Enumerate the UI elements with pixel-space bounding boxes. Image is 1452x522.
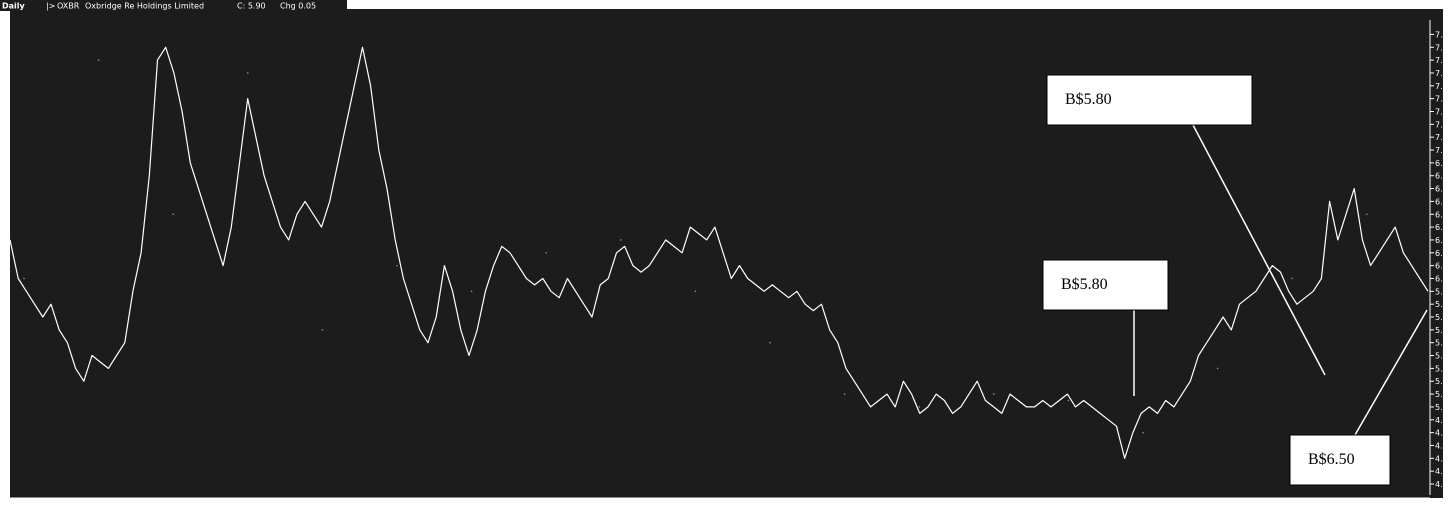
price-point [247,72,249,74]
y-tick-label: 6.30 [1435,236,1452,245]
price-point [1291,277,1293,280]
y-tick-label: 4.50 [1435,467,1452,476]
price-point [694,290,697,293]
y-tick-label: 7.20 [1435,120,1452,129]
y-tick-label: 5.50 [1435,339,1452,348]
y-tick-label: 6.90 [1435,159,1452,168]
y-tick-label: 4.90 [1435,416,1452,425]
y-tick-label: 7.50 [1435,82,1452,91]
y-tick-label: 4.70 [1435,441,1452,450]
y-tick-label: 6.80 [1435,172,1452,181]
price-point [545,251,547,254]
price-point [470,290,473,293]
y-tick-label: 7.90 [1435,30,1452,39]
x-tick-label: 01/14/15 [302,505,342,515]
y-tick-label: 5.30 [1435,364,1452,373]
header-period: Daily [2,2,26,11]
price-point [1067,399,1070,402]
price-point [1216,367,1219,370]
callout-label: B$5.80 [1065,91,1112,108]
y-tick-label: 6.40 [1435,223,1452,232]
price-point [396,264,398,267]
price-point [321,329,324,331]
y-tick-label: 5.60 [1435,326,1452,335]
callout-leader-line [1354,309,1428,436]
series-layer [9,46,1429,459]
price-point [843,393,846,395]
y-tick-label: 4.60 [1435,454,1452,463]
y-tick-label: 5.20 [1435,377,1452,386]
price-point [1366,213,1368,216]
x-tick-label: 03/12/15 [377,505,417,515]
x-tick-label: 10/06/16 [1123,505,1164,515]
y-tick-label: 5.10 [1435,390,1452,399]
y-tick-label: 6.10 [1435,262,1452,271]
callout-layer: B$5.80 B$5.80 B$6.50 [1042,74,1428,486]
y-tick-label: 7.10 [1435,133,1452,142]
x-tick-label: 09/01/15 [601,505,641,515]
x-tick-label: 06/14/16 [974,505,1015,515]
callout-box [1046,74,1253,126]
callout-label: B$6.50 [1308,451,1355,468]
header-bar [0,0,347,11]
y-tick-label: 5.00 [1435,403,1452,412]
x-tick-label: 01/30/17 [1272,505,1312,515]
y-tick-label: 6.00 [1435,274,1452,283]
y-tick-label: 6.50 [1435,210,1452,219]
price-point [1142,431,1144,434]
y-tick-label: 6.20 [1435,249,1452,258]
y-tick-label: 5.70 [1435,313,1452,322]
y-tick-label: 4.80 [1435,429,1452,438]
y-tick-label: 7.70 [1435,56,1452,65]
callout-label: B$5.80 [1061,276,1108,293]
x-tick-label: 05/29/14 [4,505,45,515]
price-point [620,239,622,241]
header-symbol: OXBR [57,2,80,11]
price-series-line [9,46,1429,459]
y-tick-label: 6.70 [1435,185,1452,194]
x-tick-label: 03/28/17 [1347,505,1387,515]
y-tick-label: 7.60 [1435,69,1452,78]
x-tick-label: 07/06/15 [526,505,566,515]
x-tick-label: 10/28/15 [675,505,715,515]
x-tick-label: 07/25/14 [78,505,119,515]
y-tick-label: 5.90 [1435,287,1452,296]
price-point [918,406,920,408]
x-tick-label: 08/10/16 [1048,505,1089,515]
y-axis-ticks: 4.40 4.50 4.60 4.70 4.80 4.90 5.00 5.10 5.20 5.30… [1430,30,1452,489]
x-tick-label: 05/08/15 [451,505,491,515]
y-tick-label: 7.40 [1435,95,1452,104]
x-tick-label: 02/19/16 [824,505,865,515]
x-tick-label: 04/18/16 [899,505,940,515]
y-tick-label: 7.30 [1435,107,1452,116]
y-tick-label: 7.00 [1435,146,1452,155]
y-tick-label: 7.80 [1435,43,1452,52]
x-tick-label: 11/18/14 [228,505,269,515]
header-change-value: Chg 0.05 [280,2,316,11]
callout-leader-line [1192,124,1326,376]
callout-box [1289,434,1391,486]
header-close-value: C: 5.90 [237,2,266,11]
price-point [97,59,100,61]
x-axis-ticks: 05/29/14 07/25/14 09/22/14 11/18/14 01/14/15… [4,498,1425,515]
price-point [23,277,25,280]
header-company-name: Oxbridge Re Holdings Limited [85,2,204,11]
y-tick-label: 5.80 [1435,300,1452,309]
price-point [172,213,174,216]
price-point [769,341,771,344]
y-tick-label: 6.60 [1435,197,1452,206]
x-tick-label: 12/02/16 [1197,505,1238,515]
callout-box [1042,259,1169,311]
y-tick-label: 4.40 [1435,480,1452,489]
y-tick-label: 5.40 [1435,352,1452,361]
x-tick-label: 12/24/15 [750,505,790,515]
price-point [993,393,995,395]
header-marker: |> [46,2,55,11]
x-tick-label: 09/22/14 [153,505,194,515]
